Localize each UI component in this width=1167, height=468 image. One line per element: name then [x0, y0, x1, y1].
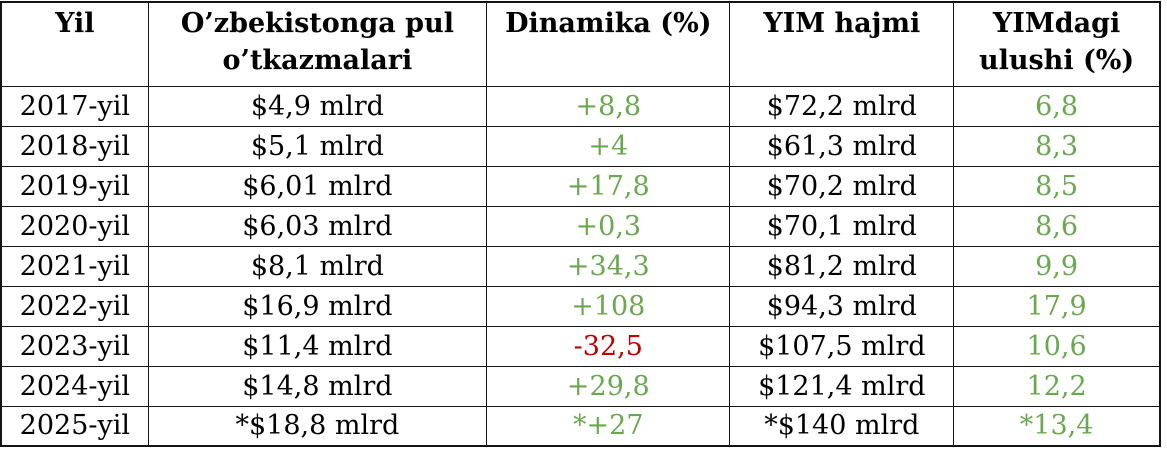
table-row: 2023-yil $11,4 mlrd -32,5 $107,5 mlrd 10,6: [0, 325, 1161, 367]
dynamics-cell: +4: [486, 125, 731, 167]
dynamics-cell: *+27: [486, 405, 731, 447]
remittances-table: Yil O’zbekistonga pul o’tkazmalari Dinam…: [0, 1, 1161, 447]
share-cell: 17,9: [953, 285, 1161, 327]
year-cell: 2019-yil: [0, 165, 149, 207]
col-header-year: Yil: [0, 1, 149, 87]
year-cell: 2018-yil: [0, 125, 149, 167]
dynamics-cell: +17,8: [486, 165, 731, 207]
gdp-cell: $72,2 mlrd: [729, 85, 955, 127]
year-cell: 2025-yil: [0, 405, 149, 447]
share-cell: *13,4: [953, 405, 1161, 447]
year-cell: 2021-yil: [0, 245, 149, 287]
gdp-cell: $61,3 mlrd: [729, 125, 955, 167]
year-cell: 2020-yil: [0, 205, 149, 247]
gdp-cell: $70,2 mlrd: [729, 165, 955, 207]
dynamics-cell: +0,3: [486, 205, 731, 247]
share-cell: 8,3: [953, 125, 1161, 167]
header-row: Yil O’zbekistonga pul o’tkazmalari Dinam…: [0, 1, 1161, 87]
year-cell: 2022-yil: [0, 285, 149, 327]
table-row: 2019-yil $6,01 mlrd +17,8 $70,2 mlrd 8,5: [0, 165, 1161, 207]
gdp-cell: $107,5 mlrd: [729, 325, 955, 367]
year-cell: 2017-yil: [0, 85, 149, 127]
transfers-cell: $8,1 mlrd: [147, 245, 488, 287]
col-header-transfers: O’zbekistonga pul o’tkazmalari: [147, 1, 488, 87]
gdp-cell: $70,1 mlrd: [729, 205, 955, 247]
dynamics-cell: +108: [486, 285, 731, 327]
table-row: 2020-yil $6,03 mlrd +0,3 $70,1 mlrd 8,6: [0, 205, 1161, 247]
transfers-cell: *$18,8 mlrd: [147, 405, 488, 447]
col-header-gdp: YIM hajmi: [729, 1, 955, 87]
dynamics-cell: +29,8: [486, 365, 731, 407]
share-cell: 6,8: [953, 85, 1161, 127]
gdp-cell: $121,4 mlrd: [729, 365, 955, 407]
dynamics-cell: -32,5: [486, 325, 731, 367]
transfers-cell: $11,4 mlrd: [147, 325, 488, 367]
table-row: 2018-yil $5,1 mlrd +4 $61,3 mlrd 8,3: [0, 125, 1161, 167]
gdp-cell: $81,2 mlrd: [729, 245, 955, 287]
transfers-cell: $16,9 mlrd: [147, 285, 488, 327]
table-row: 2021-yil $8,1 mlrd +34,3 $81,2 mlrd 9,9: [0, 245, 1161, 287]
share-cell: 9,9: [953, 245, 1161, 287]
year-cell: 2023-yil: [0, 325, 149, 367]
transfers-cell: $6,01 mlrd: [147, 165, 488, 207]
transfers-cell: $5,1 mlrd: [147, 125, 488, 167]
transfers-cell: $4,9 mlrd: [147, 85, 488, 127]
share-cell: 8,6: [953, 205, 1161, 247]
transfers-cell: $6,03 mlrd: [147, 205, 488, 247]
transfers-cell: $14,8 mlrd: [147, 365, 488, 407]
table-body: 2017-yil $4,9 mlrd +8,8 $72,2 mlrd 6,8 2018-y…: [0, 85, 1161, 447]
gdp-cell: *$140 mlrd: [729, 405, 955, 447]
table-row: 2022-yil $16,9 mlrd +108 $94,3 mlrd 17,9: [0, 285, 1161, 327]
share-cell: 12,2: [953, 365, 1161, 407]
gdp-cell: $94,3 mlrd: [729, 285, 955, 327]
table-row: 2017-yil $4,9 mlrd +8,8 $72,2 mlrd 6,8: [0, 85, 1161, 127]
table-row: 2024-yil $14,8 mlrd +29,8 $121,4 mlrd 12,2: [0, 365, 1161, 407]
share-cell: 8,5: [953, 165, 1161, 207]
col-header-share: YIMdagi ulushi (%): [953, 1, 1161, 87]
table-row: 2025-yil *$18,8 mlrd *+27 *$140 mlrd *13,4: [0, 405, 1161, 447]
dynamics-cell: +8,8: [486, 85, 731, 127]
dynamics-cell: +34,3: [486, 245, 731, 287]
share-cell: 10,6: [953, 325, 1161, 367]
year-cell: 2024-yil: [0, 365, 149, 407]
col-header-dynamics: Dinamika (%): [486, 1, 731, 87]
